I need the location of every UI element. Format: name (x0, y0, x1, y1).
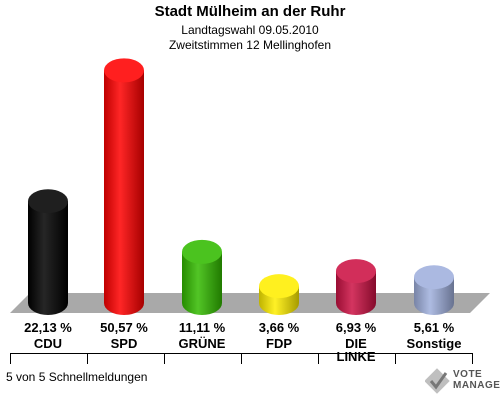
x-axis-tick (318, 353, 319, 364)
category-label: GRÜNE (178, 336, 226, 351)
value-label: 50,57 % (100, 320, 148, 335)
bar-top-grüne (182, 239, 222, 264)
chart-subtitle-election: Landtagswahl 09.05.2010 (181, 23, 319, 37)
bar-top-fdp (259, 274, 299, 299)
bar-die-linke (336, 271, 376, 315)
x-axis-tick (241, 353, 242, 364)
category-label: FDP (266, 336, 292, 351)
bar-spd (104, 70, 144, 316)
report-status-text: 5 von 5 Schnellmeldungen (6, 370, 148, 384)
logo-line2: MANAGER (453, 380, 500, 391)
value-label: 6,93 % (335, 320, 377, 335)
value-label: 5,61 % (413, 320, 455, 335)
bar-cdu (28, 201, 68, 315)
x-axis-tick (10, 353, 11, 364)
value-label: 22,13 % (24, 320, 72, 335)
bar-top-sonstige (414, 265, 454, 290)
value-label: 3,66 % (258, 320, 300, 335)
x-axis-tick (395, 353, 396, 364)
category-label: CDU (33, 336, 63, 351)
vote-manager-logo: VOTE MANAGER (424, 367, 500, 397)
logo-line1: VOTE (453, 369, 483, 380)
x-axis-tick (472, 353, 473, 364)
chart-title: Stadt Mülheim an der Ruhr (154, 3, 346, 20)
x-axis-tick (164, 353, 165, 364)
bar-grüne (182, 251, 222, 315)
x-axis-tick (87, 353, 88, 364)
bar-top-die-linke (336, 259, 376, 284)
chart-subtitle-district: Zweitstimmen 12 Mellinghofen (168, 38, 332, 52)
category-label: Sonstige (406, 336, 462, 351)
category-label: DIE LINKE (336, 336, 376, 364)
vote-check-icon (424, 368, 450, 394)
bar-top-spd (104, 58, 144, 83)
category-label: SPD (110, 336, 138, 351)
bar-top-cdu (28, 189, 68, 214)
value-label: 11,11 % (178, 320, 226, 335)
